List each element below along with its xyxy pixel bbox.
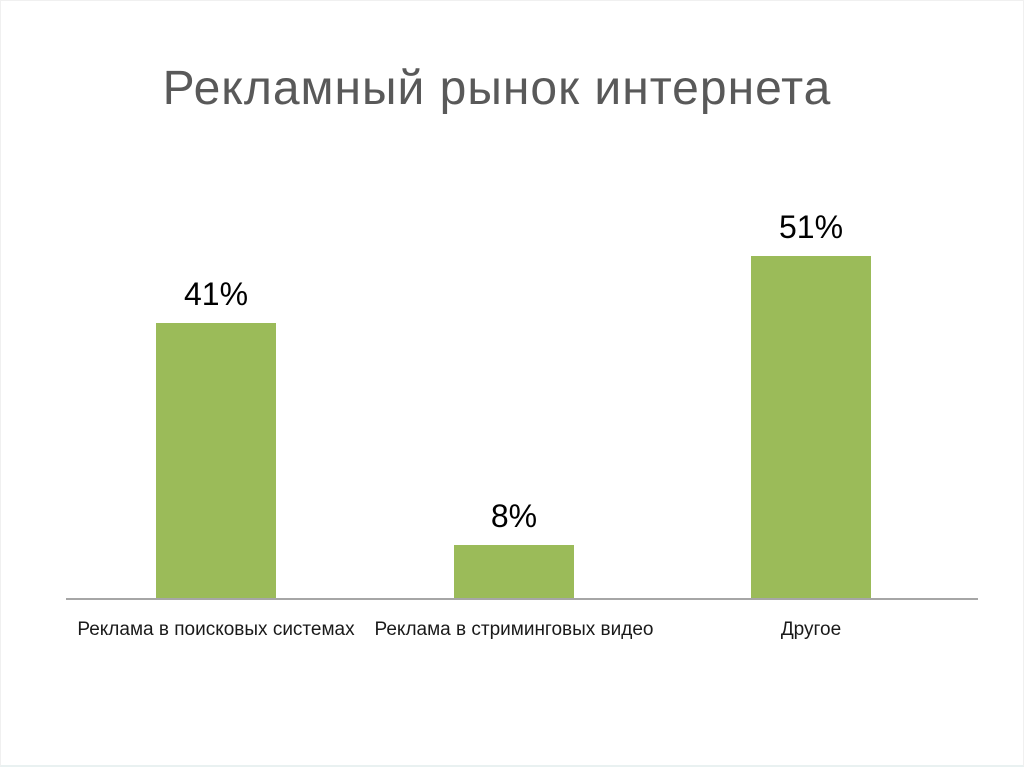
bar-value-label: 51% — [778, 209, 844, 245]
category-label: Реклама в поисковых системах — [77, 619, 355, 640]
chart-title: Рекламный рынок интернета — [162, 62, 832, 115]
category-axis-labels: Реклама в поисковых системах Реклама в ст… — [1, 615, 1024, 695]
category-label: Другое — [780, 619, 842, 640]
plot-area: 41% 8% 51% — [1, 1, 1024, 599]
bar-group: 41% — [156, 263, 276, 599]
bar-value-label: 41% — [183, 276, 249, 312]
bar — [454, 545, 574, 599]
category-label: Реклама в стриминговых видео — [374, 619, 654, 640]
bar-value-label: 8% — [490, 498, 538, 534]
x-axis-line — [66, 598, 978, 600]
bar — [751, 256, 871, 599]
bar-group: 8% — [454, 485, 574, 599]
bar-group: 51% — [751, 196, 871, 599]
bar — [156, 323, 276, 599]
